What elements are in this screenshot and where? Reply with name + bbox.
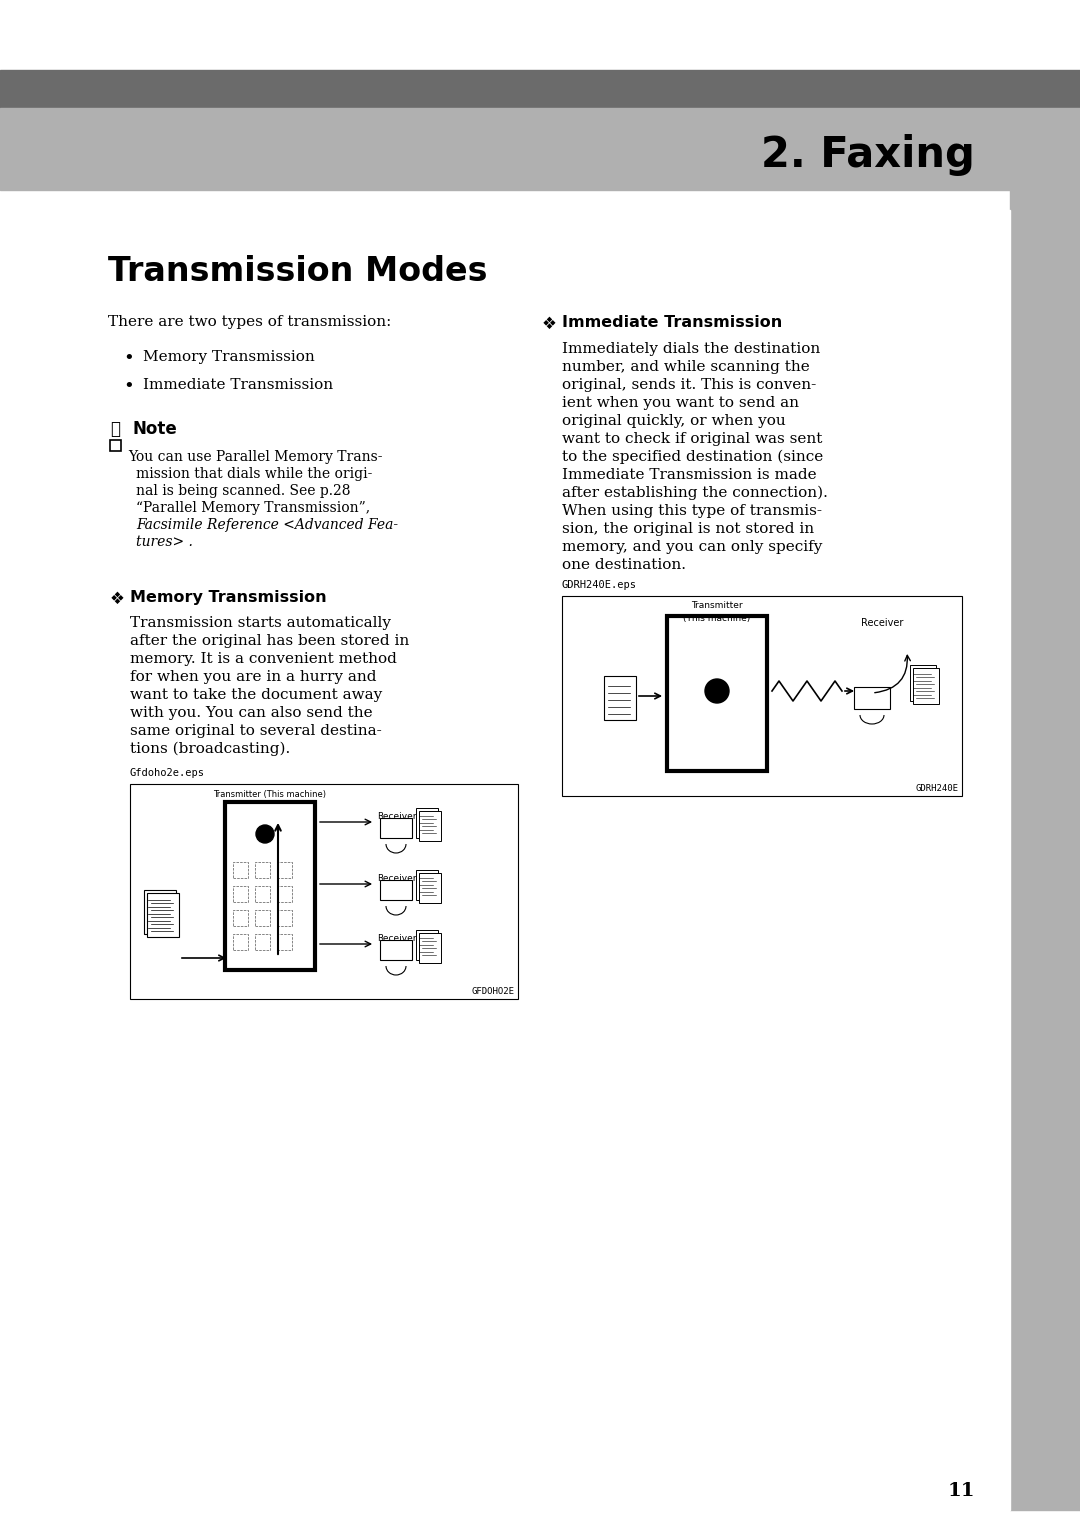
Text: (This machine): (This machine): [684, 614, 751, 623]
Bar: [419, 811, 441, 840]
Text: •: •: [123, 377, 134, 396]
Circle shape: [705, 678, 729, 703]
Bar: [0, 108, 1080, 189]
Text: Immediate Transmission: Immediate Transmission: [562, 315, 782, 330]
Text: Transmitter (This machine): Transmitter (This machine): [214, 790, 326, 799]
Text: There are two types of transmission:: There are two types of transmission:: [108, 315, 391, 329]
Bar: [0, 70, 1080, 108]
Text: original quickly, or when you: original quickly, or when you: [562, 414, 786, 428]
Bar: [233, 911, 248, 926]
Bar: [604, 675, 636, 720]
Bar: [854, 688, 890, 709]
Text: Receiver: Receiver: [377, 811, 417, 821]
Bar: [910, 665, 936, 701]
Text: one destination.: one destination.: [562, 558, 686, 571]
Text: 2. Faxing: 2. Faxing: [761, 134, 975, 176]
Text: memory, and you can only specify: memory, and you can only specify: [562, 539, 822, 555]
Bar: [110, 440, 121, 451]
Text: Immediate Transmission is made: Immediate Transmission is made: [562, 468, 816, 481]
Bar: [667, 616, 767, 772]
Text: Memory Transmission: Memory Transmission: [143, 350, 314, 364]
Text: Transmission Modes: Transmission Modes: [108, 255, 487, 287]
Text: memory. It is a convenient method: memory. It is a convenient method: [130, 652, 396, 666]
Text: same original to several destina-: same original to several destina-: [130, 724, 381, 738]
Bar: [276, 862, 292, 879]
Text: GDRH240E: GDRH240E: [915, 784, 958, 793]
Text: Receiver: Receiver: [861, 617, 903, 628]
Text: ❖: ❖: [110, 590, 125, 608]
Bar: [416, 808, 438, 837]
Text: Transmitter: Transmitter: [691, 601, 743, 610]
Bar: [380, 880, 411, 900]
Bar: [913, 668, 939, 704]
Text: 📝: 📝: [110, 420, 120, 439]
Text: Immediate Transmission: Immediate Transmission: [143, 377, 333, 393]
Text: You can use Parallel Memory Trans-: You can use Parallel Memory Trans-: [129, 451, 382, 465]
Bar: [233, 862, 248, 879]
Bar: [62, 209, 1010, 1510]
Text: Memory Transmission: Memory Transmission: [130, 590, 326, 605]
Text: Immediately dials the destination: Immediately dials the destination: [562, 342, 820, 356]
Bar: [255, 934, 270, 950]
Text: Receiver: Receiver: [377, 934, 417, 943]
Text: original, sends it. This is conven-: original, sends it. This is conven-: [562, 377, 816, 393]
Text: with you. You can also send the: with you. You can also send the: [130, 706, 373, 720]
Text: tures> .: tures> .: [136, 535, 193, 549]
Text: Receiver: Receiver: [377, 874, 417, 883]
Bar: [416, 931, 438, 960]
Text: ient when you want to send an: ient when you want to send an: [562, 396, 799, 410]
Text: for when you are in a hurry and: for when you are in a hurry and: [130, 669, 377, 685]
Text: GFDOHO2E: GFDOHO2E: [471, 987, 514, 996]
Bar: [233, 934, 248, 950]
Circle shape: [256, 825, 274, 843]
Bar: [276, 886, 292, 902]
Bar: [255, 911, 270, 926]
Bar: [380, 940, 411, 960]
Text: to the specified destination (since: to the specified destination (since: [562, 451, 823, 465]
Bar: [416, 869, 438, 900]
Bar: [147, 892, 179, 937]
Bar: [130, 784, 518, 999]
Text: after the original has been stored in: after the original has been stored in: [130, 634, 409, 648]
Text: •: •: [123, 350, 134, 368]
Text: tions (broadcasting).: tions (broadcasting).: [130, 743, 291, 756]
Bar: [1010, 189, 1080, 1510]
Text: ❖: ❖: [542, 315, 557, 333]
Text: When using this type of transmis-: When using this type of transmis-: [562, 504, 822, 518]
Bar: [233, 886, 248, 902]
Text: mission that dials while the origi-: mission that dials while the origi-: [136, 468, 373, 481]
Text: Facsimile Reference <Advanced Fea-: Facsimile Reference <Advanced Fea-: [136, 518, 399, 532]
Bar: [255, 886, 270, 902]
Text: Gfdoho2e.eps: Gfdoho2e.eps: [130, 769, 205, 778]
Text: nal is being scanned. See p.28: nal is being scanned. See p.28: [136, 484, 351, 498]
Text: GDRH240E.eps: GDRH240E.eps: [562, 581, 637, 590]
Bar: [276, 911, 292, 926]
Text: want to check if original was sent: want to check if original was sent: [562, 432, 822, 446]
Text: 11: 11: [947, 1482, 975, 1500]
Text: “Parallel Memory Transmission”,: “Parallel Memory Transmission”,: [136, 501, 370, 515]
Bar: [419, 934, 441, 963]
Text: after establishing the connection).: after establishing the connection).: [562, 486, 828, 500]
Text: sion, the original is not stored in: sion, the original is not stored in: [562, 523, 814, 536]
Bar: [562, 596, 962, 796]
Bar: [419, 872, 441, 903]
Text: want to take the document away: want to take the document away: [130, 688, 382, 701]
Text: Note: Note: [132, 420, 177, 439]
Text: Transmission starts automatically: Transmission starts automatically: [130, 616, 391, 630]
Bar: [276, 934, 292, 950]
Text: number, and while scanning the: number, and while scanning the: [562, 361, 810, 374]
Bar: [380, 817, 411, 837]
Bar: [255, 862, 270, 879]
Bar: [225, 802, 315, 970]
Bar: [144, 889, 176, 934]
